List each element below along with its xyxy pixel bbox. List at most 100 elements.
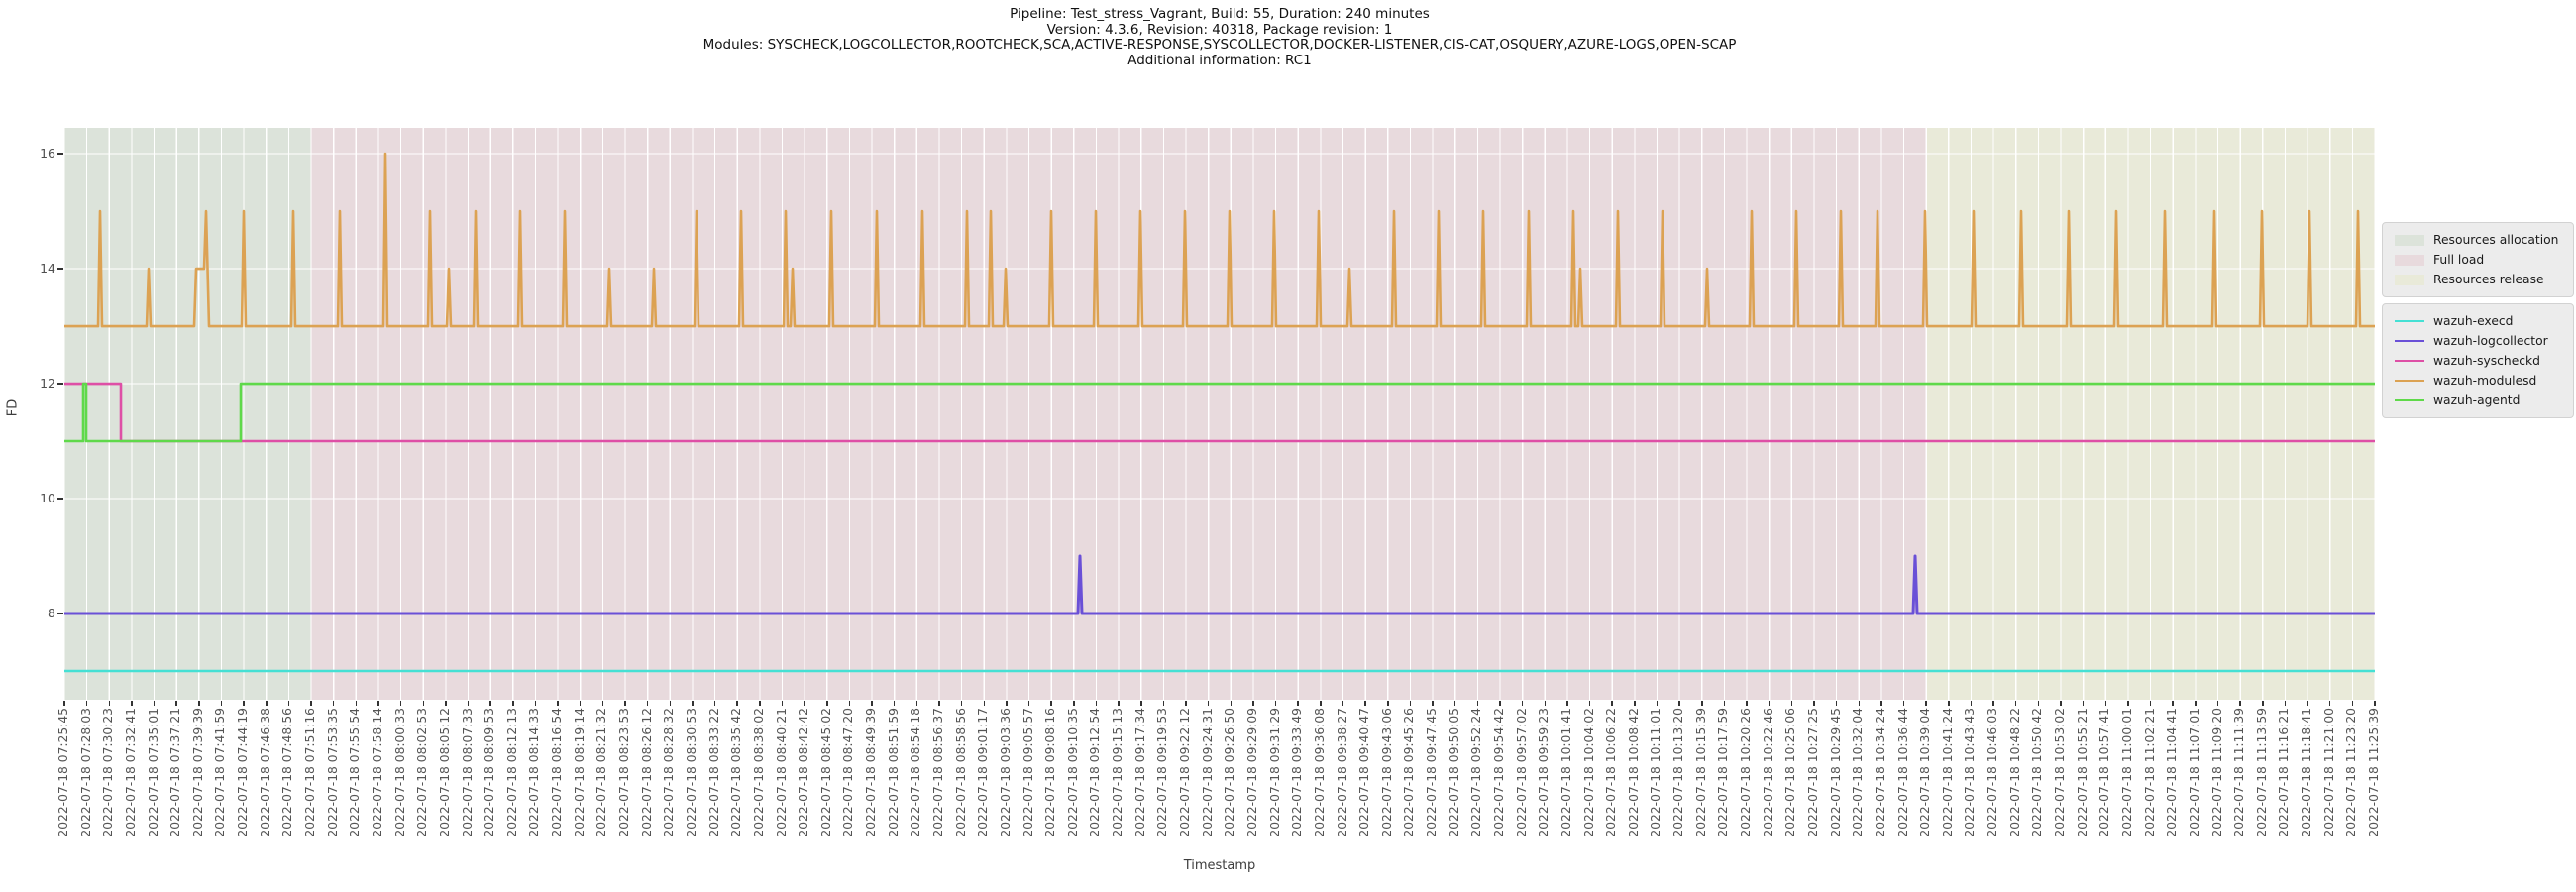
series-wazuh-modulesd [64,152,2375,328]
x-tick-label: 2022-07-18 11:16:21 [2277,708,2292,837]
x-tick-label: 2022-07-18 08:47:20 [841,708,856,837]
x-tick-label: 2022-07-18 07:32:41 [123,708,138,837]
x-tick-mark [377,701,379,706]
x-tick-label: 2022-07-18 07:28:03 [78,708,93,837]
x-tick-label: 2022-07-18 08:09:53 [483,708,497,837]
x-tick-label: 2022-07-18 10:04:02 [1581,708,1596,837]
x-tick-label: 2022-07-18 08:26:12 [639,708,654,837]
x-tick-label: 2022-07-18 09:57:02 [1514,708,1529,837]
x-tick-mark [1701,701,1703,706]
x-tick-label: 2022-07-18 09:52:24 [1469,708,1484,837]
chart-title-line: Pipeline: Test_stress_Vagrant, Build: 55… [1010,6,1430,22]
x-tick-mark [713,701,716,706]
legend-swatch-full-load [2395,254,2424,266]
x-tick-mark [1252,701,1254,706]
y-tick-label: 10 [40,491,55,506]
x-tick-label: 2022-07-18 09:31:29 [1267,708,1282,837]
x-tick-label: 2022-07-18 09:43:06 [1379,708,1394,837]
x-tick-mark [1588,701,1591,706]
x-tick-label: 2022-07-18 10:48:22 [2007,708,2022,837]
x-tick-label: 2022-07-18 11:04:41 [2165,708,2180,837]
legend-item-resources-release: Resources release [2383,270,2573,289]
chart-title-line: Version: 4.3.6, Revision: 40318, Package… [1046,21,1393,38]
x-tick-mark [1140,701,1142,706]
x-tick-mark [692,701,694,706]
x-tick-mark [2082,701,2085,706]
x-tick-mark [1118,701,1120,706]
x-tick-label: 2022-07-18 08:14:33 [527,708,542,837]
x-tick-label: 2022-07-18 08:21:32 [594,708,609,837]
x-tick-mark [1835,701,1838,706]
region-resources-allocation [64,128,312,700]
x-tick-mark [1387,701,1389,706]
x-tick-label: 2022-07-18 08:05:12 [437,708,452,837]
x-tick-label: 2022-07-18 10:20:26 [1739,708,1754,837]
x-tick-mark [2149,701,2152,706]
x-tick-mark [915,701,918,706]
x-tick-label: 2022-07-18 10:57:41 [2097,708,2112,837]
legend-item-resources-allocation: Resources allocation [2383,230,2573,250]
x-tick-mark [1364,701,1366,706]
x-tick-mark [534,701,537,706]
x-tick-mark [512,701,514,706]
x-tick-mark [2307,701,2308,706]
x-tick-mark [646,701,649,706]
x-tick-mark [63,701,65,706]
legend-label: wazuh-execd [2433,314,2514,328]
x-tick-mark [1185,701,1187,706]
x-tick-label: 2022-07-18 10:06:22 [1604,708,1619,837]
x-tick-label: 2022-07-18 07:58:14 [370,708,384,837]
legend-item-full-load: Full load [2383,250,2573,270]
x-tick-label: 2022-07-18 11:23:20 [2344,708,2359,837]
x-tick-label: 2022-07-18 08:30:53 [684,708,698,837]
x-tick-mark [1768,701,1771,706]
legend-item-wazuh-logcollector: wazuh-logcollector [2383,331,2573,351]
x-tick-label: 2022-07-18 07:46:38 [258,708,272,837]
legend-label: wazuh-agentd [2433,393,2521,407]
x-tick-label: 2022-07-18 09:38:27 [1335,708,1349,837]
x-tick-label: 2022-07-18 07:35:01 [146,708,161,837]
legend-regions: Resources allocation Full load Resources r… [2382,222,2574,297]
series-wazuh-logcollector [64,554,2375,615]
x-tick-label: 2022-07-18 11:11:39 [2232,708,2247,837]
x-tick-label: 2022-07-18 10:53:02 [2053,708,2068,837]
legend-label: Resources release [2433,273,2544,286]
x-tick-label: 2022-07-18 09:01:17 [976,708,991,837]
x-tick-mark [2104,701,2107,706]
x-tick-mark [198,701,200,706]
legend-swatch-wazuh-agentd [2395,398,2424,402]
x-tick-mark [2262,701,2264,706]
x-tick-mark [1207,701,1210,706]
x-tick-label: 2022-07-18 07:53:35 [325,708,340,837]
x-tick-label: 2022-07-18 11:25:39 [2367,708,2381,837]
legend-swatch-wazuh-syscheckd [2395,359,2424,363]
x-tick-mark [1544,701,1547,706]
x-tick-label: 2022-07-18 10:55:21 [2075,708,2090,837]
x-tick-mark [1925,701,1927,706]
x-tick-label: 2022-07-18 08:23:53 [617,708,632,837]
x-tick-label: 2022-07-18 10:43:43 [1963,708,1978,837]
x-tick-mark [1790,701,1793,706]
legend-label: Full load [2433,253,2485,267]
y-tick-label: 8 [48,606,55,620]
x-tick-mark [287,701,290,706]
x-tick-mark [131,701,133,706]
x-tick-label: 2022-07-18 08:02:53 [415,708,430,837]
x-tick-mark [804,701,805,706]
x-tick-mark [1073,701,1075,706]
x-tick-mark [1162,701,1165,706]
y-tick-mark [57,613,63,614]
x-tick-label: 2022-07-18 08:49:39 [864,708,879,837]
x-tick-mark [2172,701,2174,706]
x-tick-mark [175,701,177,706]
x-tick-label: 2022-07-18 10:13:20 [1671,708,1686,837]
x-tick-label: 2022-07-18 10:32:04 [1851,708,1866,837]
x-tick-mark [960,701,963,706]
x-tick-mark [2195,701,2197,706]
series-wazuh-agentd [64,382,2375,443]
legend-swatch-wazuh-execd [2395,319,2424,323]
x-tick-mark [2351,701,2354,706]
x-tick-label: 2022-07-18 08:54:18 [909,708,923,837]
legend-label: Resources allocation [2433,233,2559,247]
x-tick-label: 2022-07-18 10:41:24 [1940,708,1955,837]
